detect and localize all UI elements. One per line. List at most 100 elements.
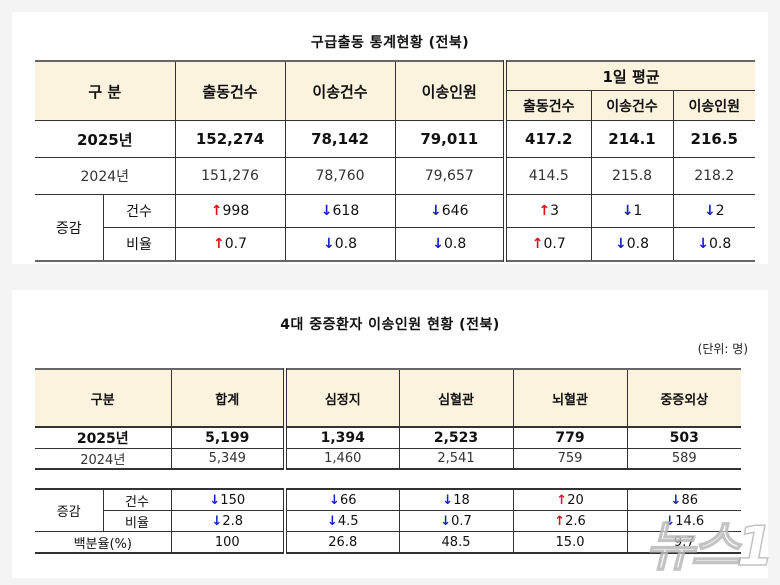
cell-change: ↓2.8 <box>170 510 286 532</box>
arrow-down-icon: ↓ <box>329 492 340 508</box>
row-label: 2025년 <box>35 120 176 158</box>
cell-change: ↓150 <box>170 488 286 511</box>
cell-avg-transport: 215.8 <box>590 157 674 195</box>
arrow-up-icon: ↑ <box>554 513 566 529</box>
arrow-down-icon: ↓ <box>209 492 221 508</box>
header-avg-transport: 이송건수 <box>590 90 674 121</box>
cell-change: ↓618 <box>284 194 396 228</box>
cell-change: ↓66 <box>283 488 400 511</box>
severe-patients-panel: 4대 중증환자 이송인원 현황 (전북) (단위: 명) 구분 합계 심정지 심… <box>12 290 768 578</box>
cell-patients: 79,657 <box>394 157 506 195</box>
header-category: 구분 <box>35 368 172 428</box>
cell-transport: 78,142 <box>284 120 396 158</box>
cell-change: ↑3 <box>503 194 592 228</box>
header-category: 구 분 <box>35 60 176 121</box>
arrow-down-icon: ↓ <box>621 203 634 219</box>
table-row-percent: 백분율(%) 100 26.8 48.5 15.0 9.7 <box>35 531 742 554</box>
cell-change: ↑2.6 <box>512 510 628 532</box>
arrow-up-icon: ↑ <box>210 203 223 219</box>
cell-change: ↑0.7 <box>503 227 592 262</box>
table-row-2025: 2025년 152,274 78,142 79,011 417.2 214.1 … <box>35 120 756 158</box>
percent-label: 백분율(%) <box>35 531 172 554</box>
cell-severe-trauma: 589 <box>626 448 742 470</box>
arrow-up-icon: ↑ <box>556 492 568 508</box>
cell-severe-trauma: 503 <box>626 426 742 449</box>
cell-cardiac-arrest: 1,460 <box>283 448 400 470</box>
change-label: 증감 <box>35 488 104 532</box>
arrow-down-icon: ↓ <box>432 236 444 252</box>
cell-change: ↓0.8 <box>394 227 506 262</box>
row-label: 2024년 <box>35 157 176 195</box>
unit-label: (단위: 명) <box>697 342 748 356</box>
cell-avg-dispatch: 417.2 <box>503 120 592 158</box>
header-avg-patients: 이송인원 <box>672 90 756 121</box>
header-cerebrovascular: 뇌혈관 <box>512 368 628 428</box>
arrow-down-icon: ↓ <box>323 236 335 252</box>
change-ratio-label: 비율 <box>103 227 176 262</box>
cell-cardiac-arrest: 1,394 <box>283 426 400 449</box>
cell-change: ↑0.7 <box>174 227 286 262</box>
cell-avg-transport: 214.1 <box>590 120 674 158</box>
cell-change: ↑20 <box>512 488 628 511</box>
change-count-label: 건수 <box>102 194 176 228</box>
header-daily-average: 1일 평균 <box>503 60 756 91</box>
cell-cardiovascular: 2,523 <box>398 426 514 449</box>
ems-dispatch-stats-panel: 구급출동 통계현황 (전북) 구 분 출동건수 이송건수 이송인원 1일 평균 … <box>12 12 768 264</box>
cell-avg-patients: 218.2 <box>672 157 756 195</box>
arrow-down-icon: ↓ <box>697 236 709 252</box>
arrow-up-icon: ↑ <box>531 236 544 252</box>
table-row-change-count: 증감 건수 ↑998 ↓618 ↓646 ↑3 ↓1 ↓2 <box>35 194 756 262</box>
cell-change: ↑998 <box>174 194 286 228</box>
cell-transport: 78,760 <box>284 157 396 195</box>
table-row-2024: 2024년 151,276 78,760 79,657 414.5 215.8 … <box>35 157 756 195</box>
header-total: 합계 <box>170 368 286 428</box>
arrow-down-icon: ↓ <box>442 492 454 508</box>
cell-total: 5,199 <box>170 426 286 449</box>
cell-cerebrovascular: 759 <box>512 448 628 470</box>
arrow-down-icon: ↓ <box>320 203 333 219</box>
cell-dispatch: 152,274 <box>174 120 286 158</box>
cell-change: ↓86 <box>626 488 742 511</box>
cell-change: ↓1 <box>590 194 674 228</box>
table-row-change-ratio: 비율 ↑0.7 ↓0.8 ↓0.8 ↑0.7 ↓0.8 ↓0.8 <box>35 227 756 262</box>
cell-percent: 9.7 <box>626 531 742 554</box>
cell-change: ↓2 <box>672 194 756 228</box>
header-patients: 이송인원 <box>394 60 506 121</box>
table-row-2025: 2025년 5,199 1,394 2,523 779 503 <box>35 426 742 449</box>
cell-change: ↓18 <box>398 488 514 511</box>
cell-change: ↓0.8 <box>284 227 396 262</box>
header-dispatch: 출동건수 <box>174 60 286 121</box>
header-severe-trauma: 중증외상 <box>626 368 742 428</box>
arrow-down-icon: ↓ <box>703 203 716 219</box>
change-count-label: 건수 <box>102 488 172 511</box>
cell-change: ↓0.8 <box>590 227 674 262</box>
severe-patients-table: 구분 합계 심정지 심혈관 뇌혈관 중증외상 2025년 5,199 1,394… <box>35 368 742 554</box>
cell-percent: 26.8 <box>283 531 400 554</box>
cell-patients: 79,011 <box>394 120 506 158</box>
cell-cardiovascular: 2,541 <box>398 448 514 470</box>
cell-change: ↓4.5 <box>283 510 400 532</box>
cell-percent: 15.0 <box>512 531 628 554</box>
table-row-change-ratio: 비율 ↓2.8 ↓4.5 ↓0.7 ↑2.6 ↓14.6 <box>35 510 742 532</box>
change-label: 증감 <box>35 194 104 262</box>
cell-dispatch: 151,276 <box>174 157 286 195</box>
arrow-down-icon: ↓ <box>440 513 452 529</box>
row-label: 2025년 <box>35 426 172 449</box>
arrow-down-icon: ↓ <box>211 513 223 529</box>
change-ratio-label: 비율 <box>103 510 172 532</box>
header-cardiac-arrest: 심정지 <box>283 368 400 428</box>
arrow-down-icon: ↓ <box>615 236 627 252</box>
ems-dispatch-stats-table: 구 분 출동건수 이송건수 이송인원 1일 평균 출동건수 이송건수 이송인원 … <box>35 60 756 262</box>
table1-title: 구급출동 통계현황 (전북) <box>310 35 470 51</box>
cell-change: ↓0.7 <box>398 510 514 532</box>
cell-avg-dispatch: 414.5 <box>503 157 592 195</box>
spacer-row <box>35 468 742 490</box>
arrow-up-icon: ↑ <box>213 236 225 252</box>
row-label: 2024년 <box>35 448 172 470</box>
arrow-down-icon: ↓ <box>430 203 442 219</box>
cell-cerebrovascular: 779 <box>512 426 628 449</box>
cell-change: ↓0.8 <box>672 227 756 262</box>
arrow-down-icon: ↓ <box>670 492 682 508</box>
table-row-change-count: 증감 건수 ↓150 ↓66 ↓18 ↑20 ↓86 <box>35 488 742 532</box>
cell-percent: 100 <box>170 531 286 554</box>
